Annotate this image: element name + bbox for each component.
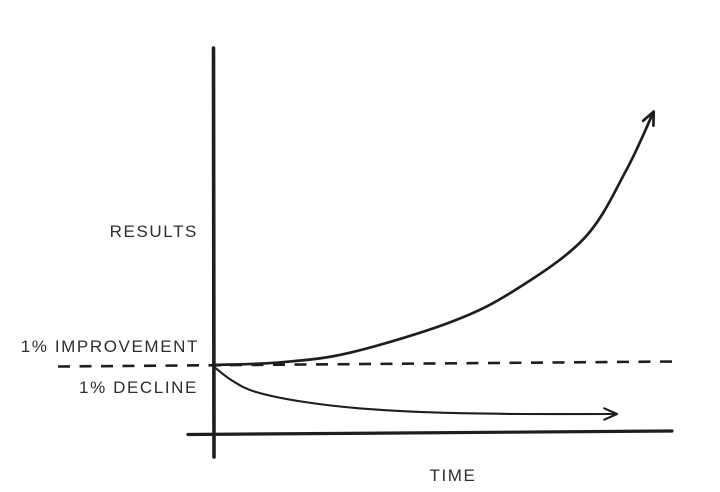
decline-label: 1% DECLINE	[79, 378, 198, 397]
baseline-dashed-line	[57, 360, 677, 368]
x-axis	[186, 429, 674, 437]
y-axis	[211, 46, 216, 459]
decline-curve	[212, 365, 619, 416]
decline-arrowhead-icon	[603, 407, 619, 421]
x-axis-label: TIME	[429, 466, 476, 485]
y-axis-label: RESULTS	[110, 222, 198, 241]
improvement-curve	[212, 110, 656, 367]
improvement-arrowhead-icon	[641, 110, 656, 127]
improvement-label: 1% IMPROVEMENT	[21, 337, 199, 356]
